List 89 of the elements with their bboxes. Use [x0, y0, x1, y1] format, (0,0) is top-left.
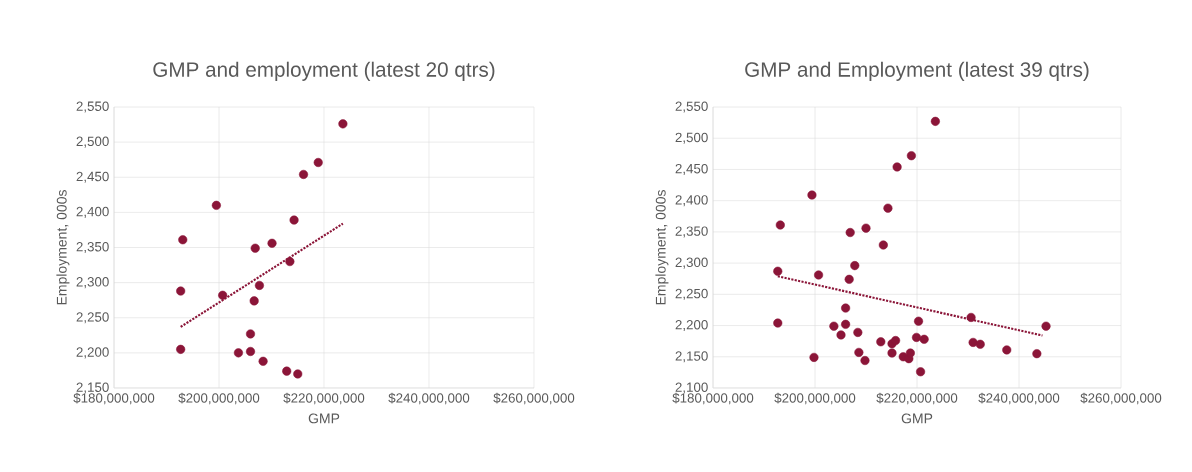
y-tick-label: 2,300 — [675, 257, 708, 269]
point — [176, 286, 186, 296]
point — [930, 116, 940, 126]
point — [807, 190, 817, 200]
point — [905, 348, 915, 358]
point — [841, 319, 851, 329]
x-tick-label: $240,000,000 — [978, 392, 1060, 405]
x-tick-label: $260,000,000 — [1080, 392, 1162, 405]
point — [298, 169, 309, 179]
point — [773, 318, 783, 328]
point — [850, 261, 860, 271]
point — [218, 290, 228, 300]
point — [1041, 321, 1051, 331]
x-tick-label: $180,000,000 — [672, 392, 754, 405]
y-tick-label: 2,350 — [76, 242, 109, 254]
point — [966, 312, 976, 322]
point — [338, 119, 348, 129]
point — [773, 266, 783, 276]
point — [836, 330, 846, 340]
y-tick-label: 2,150 — [675, 351, 708, 363]
point — [267, 238, 277, 248]
y-tick-label: 2,250 — [76, 312, 109, 324]
point — [860, 355, 870, 366]
point — [919, 334, 929, 344]
point — [892, 162, 902, 172]
point — [293, 369, 303, 379]
point — [887, 348, 897, 358]
point — [814, 270, 824, 280]
point — [975, 339, 985, 349]
y-tick-label: 2,550 — [76, 101, 109, 113]
y-tick-label: 2,250 — [675, 288, 708, 300]
point — [878, 240, 888, 250]
point — [883, 203, 893, 213]
point — [245, 346, 256, 357]
y-axis-title: Employment, 000s — [655, 190, 669, 305]
point — [829, 321, 839, 331]
y-tick-label: 2,350 — [675, 226, 708, 238]
y-tick-label: 2,550 — [675, 101, 708, 113]
point — [1002, 345, 1012, 355]
y-tick-label: 2,500 — [675, 132, 708, 144]
point — [891, 336, 901, 346]
x-tick-label: $240,000,000 — [388, 392, 470, 405]
y-tick-label: 2,150 — [76, 382, 109, 394]
point — [176, 344, 186, 354]
point — [854, 347, 864, 357]
y-axis-title: Employment, 000s — [56, 190, 70, 305]
point — [809, 352, 819, 362]
point — [233, 348, 243, 358]
x-tick-label: $260,000,000 — [493, 392, 575, 405]
point — [250, 243, 260, 253]
point — [861, 223, 871, 233]
y-tick-label: 2,400 — [675, 195, 708, 207]
x-axis-title: GMP — [901, 413, 933, 424]
y-tick-label: 2,500 — [76, 136, 109, 148]
chart-title: GMP and Employment (latest 39 qtrs) — [745, 61, 1089, 81]
x-axis-title: GMP — [308, 413, 340, 424]
y-tick-label: 2,300 — [76, 277, 109, 289]
point — [178, 235, 188, 245]
x-tick-label: $220,000,000 — [283, 392, 365, 405]
point — [775, 220, 785, 230]
y-tick-label: 2,450 — [675, 163, 708, 175]
y-tick-label: 2,450 — [76, 171, 109, 183]
point — [916, 367, 926, 377]
point — [245, 329, 256, 339]
x-tick-label: $200,000,000 — [178, 392, 260, 405]
point — [845, 227, 855, 238]
point — [285, 257, 295, 267]
point — [876, 337, 886, 347]
y-tick-label: 2,200 — [76, 347, 109, 359]
y-tick-label: 2,200 — [675, 320, 708, 332]
point — [914, 316, 924, 326]
x-tick-label: $220,000,000 — [876, 392, 958, 405]
point — [841, 303, 851, 313]
y-tick-label: 2,400 — [76, 206, 109, 218]
point — [844, 274, 854, 284]
point — [258, 356, 268, 366]
point — [282, 366, 292, 376]
point — [289, 215, 299, 225]
point — [853, 327, 863, 337]
x-tick-label: $180,000,000 — [73, 392, 155, 405]
y-tick-label: 2,100 — [675, 382, 708, 394]
point — [254, 280, 264, 290]
chart-title: GMP and employment (latest 20 qtrs) — [153, 61, 495, 81]
point — [906, 151, 916, 161]
point — [211, 200, 221, 210]
point — [1032, 349, 1042, 359]
point — [249, 296, 259, 306]
point — [313, 157, 323, 168]
x-tick-label: $200,000,000 — [774, 392, 856, 405]
